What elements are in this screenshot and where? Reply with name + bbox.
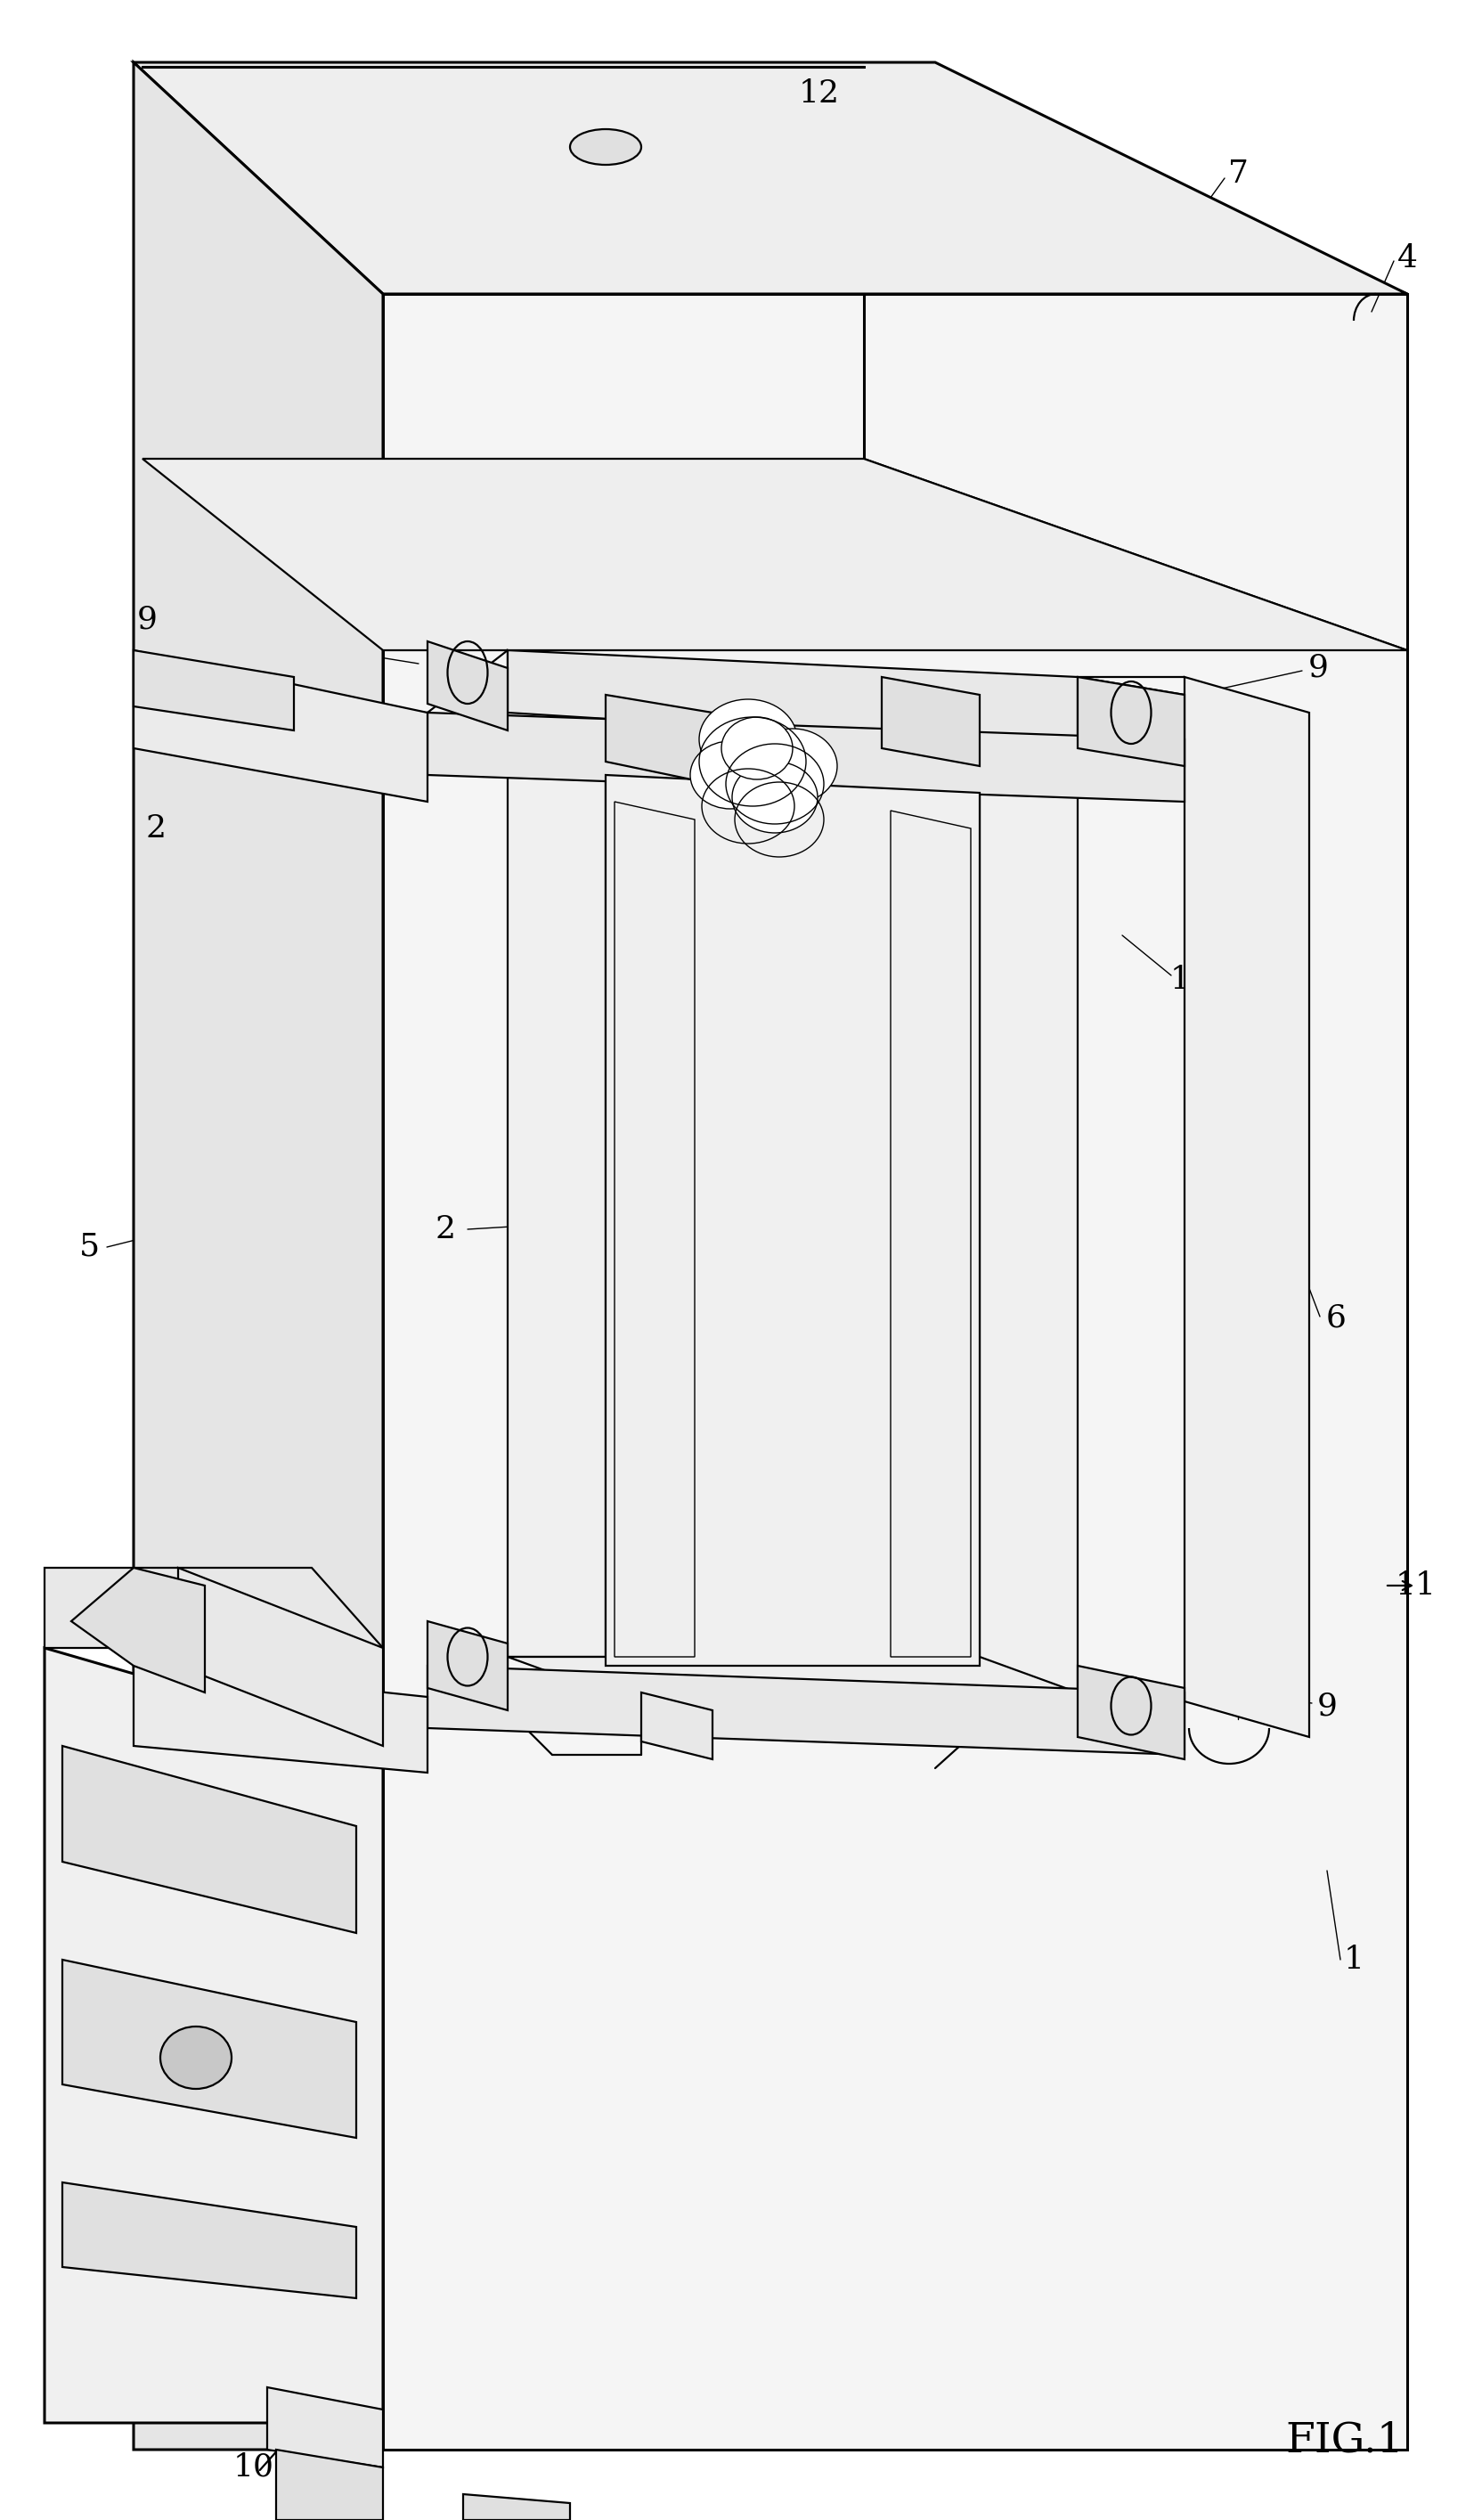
Text: FIG.1: FIG.1: [1285, 2422, 1403, 2462]
Polygon shape: [71, 1567, 205, 1693]
Polygon shape: [614, 801, 694, 1656]
Ellipse shape: [732, 761, 817, 834]
Text: 9: 9: [1316, 1691, 1337, 1721]
Text: 6: 6: [1325, 1303, 1346, 1333]
Ellipse shape: [698, 698, 797, 779]
Ellipse shape: [748, 728, 837, 804]
Polygon shape: [462, 2495, 569, 2520]
Text: 7: 7: [1227, 159, 1248, 189]
Polygon shape: [507, 1656, 1077, 1693]
Text: 2: 2: [434, 1215, 455, 1245]
Ellipse shape: [160, 2026, 231, 2089]
Polygon shape: [133, 1666, 427, 1772]
Polygon shape: [178, 1567, 382, 1746]
Text: 3: 3: [943, 786, 963, 816]
Polygon shape: [44, 1567, 382, 1746]
Polygon shape: [980, 678, 1077, 1693]
Polygon shape: [1184, 678, 1309, 1736]
Text: 6: 6: [951, 764, 972, 794]
Text: 2: 2: [145, 814, 166, 844]
Polygon shape: [382, 295, 1406, 2449]
Polygon shape: [507, 650, 605, 1656]
Text: 8: 8: [983, 698, 1003, 728]
Polygon shape: [62, 1961, 356, 2137]
Text: 9: 9: [136, 605, 157, 635]
Polygon shape: [427, 713, 1184, 801]
Polygon shape: [133, 650, 427, 801]
Polygon shape: [62, 2182, 356, 2298]
Polygon shape: [133, 63, 382, 2449]
Text: 12: 12: [799, 78, 839, 108]
Polygon shape: [891, 811, 971, 1656]
Polygon shape: [276, 2449, 382, 2520]
Polygon shape: [133, 650, 293, 731]
Polygon shape: [507, 650, 1077, 748]
Polygon shape: [44, 1648, 382, 2422]
Polygon shape: [427, 1620, 507, 1711]
Ellipse shape: [720, 718, 793, 779]
Polygon shape: [62, 1746, 356, 1933]
Ellipse shape: [689, 741, 771, 809]
Polygon shape: [427, 1666, 1184, 1754]
Text: 2: 2: [554, 1709, 575, 1739]
Polygon shape: [640, 1693, 711, 1759]
Polygon shape: [605, 696, 711, 784]
Polygon shape: [605, 776, 980, 1666]
Polygon shape: [133, 63, 1406, 295]
Text: 5: 5: [79, 1232, 99, 1263]
Text: 2: 2: [145, 688, 166, 718]
Ellipse shape: [569, 129, 640, 164]
Polygon shape: [267, 2386, 382, 2467]
Polygon shape: [1077, 1666, 1184, 1759]
Polygon shape: [427, 643, 507, 731]
Text: 11: 11: [1395, 1570, 1436, 1600]
Text: 1': 1': [1169, 965, 1199, 995]
Text: 10: 10: [233, 2452, 274, 2482]
Polygon shape: [1077, 678, 1184, 766]
Polygon shape: [142, 459, 1406, 650]
Text: 4: 4: [1396, 244, 1417, 275]
Text: 9: 9: [105, 1598, 126, 1628]
Text: 9: 9: [1307, 653, 1328, 683]
Text: 1: 1: [1343, 1945, 1363, 1976]
Polygon shape: [882, 678, 980, 766]
